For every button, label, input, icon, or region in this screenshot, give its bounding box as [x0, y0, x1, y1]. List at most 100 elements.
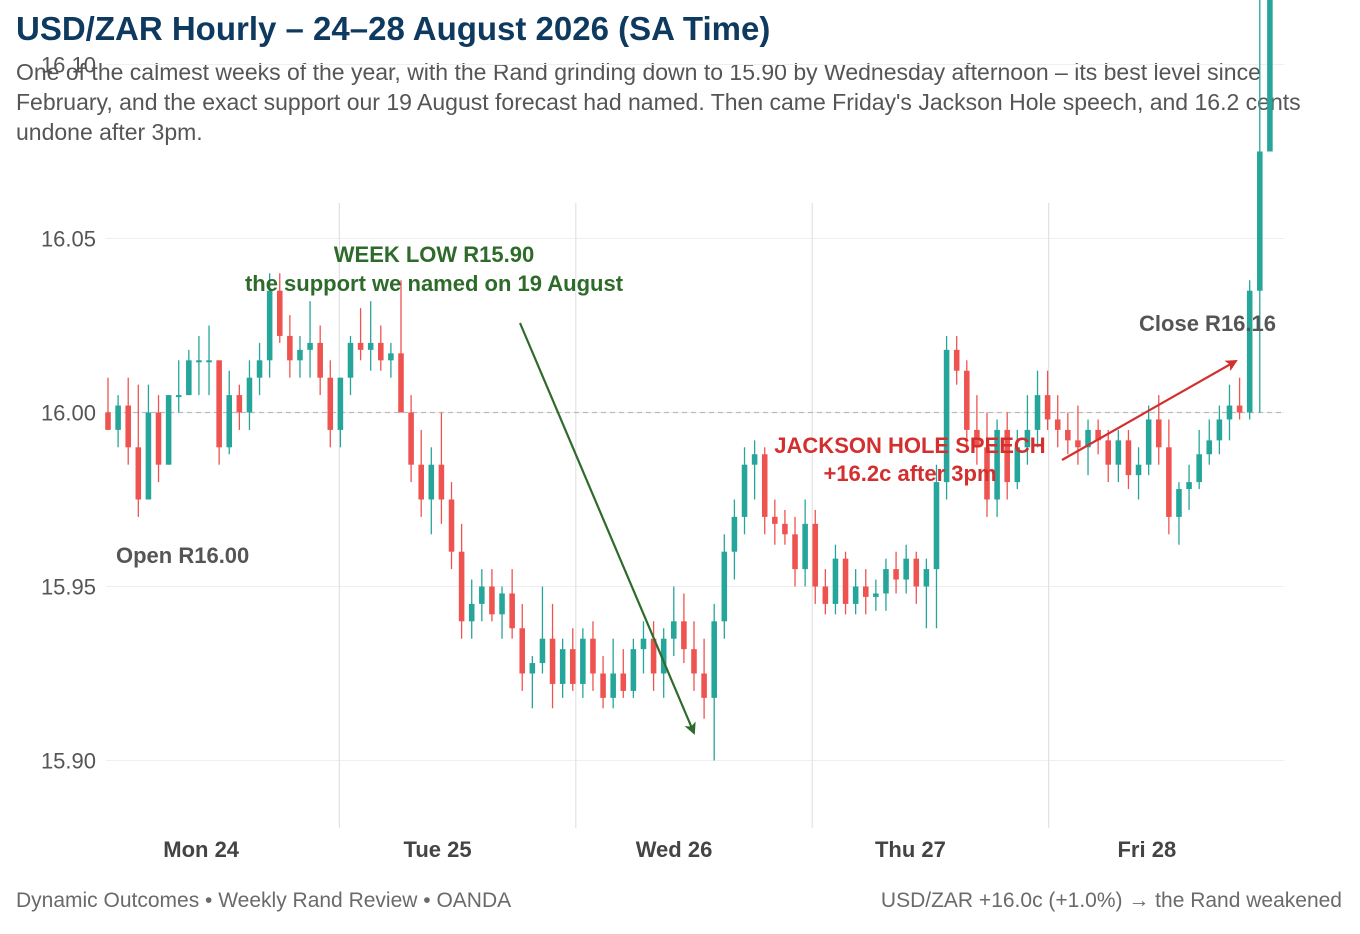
candle-body: [357, 342, 364, 350]
candle: [802, 499, 808, 587]
annotations: WEEK LOW R15.90 the support we named on …: [116, 242, 1276, 735]
candle-body: [115, 405, 121, 430]
candle: [1176, 482, 1182, 545]
candle: [468, 579, 475, 639]
candle: [1166, 419, 1172, 535]
candle: [731, 499, 738, 580]
candle: [236, 384, 243, 430]
candle-body: [1014, 447, 1021, 483]
candle: [751, 440, 758, 500]
candle: [276, 273, 283, 343]
candle-body: [499, 593, 505, 615]
candle: [883, 558, 889, 611]
candle: [862, 569, 869, 615]
candle-body: [378, 342, 384, 361]
candle-body: [266, 290, 273, 361]
candle-body: [650, 638, 657, 674]
candle: [256, 342, 263, 396]
candle-body: [1075, 440, 1081, 448]
x-day-label: Wed 26: [636, 837, 713, 862]
candle: [499, 586, 505, 639]
candle-body: [701, 673, 707, 698]
candle: [479, 569, 485, 622]
chart-title: USD/ZAR Hourly – 24–28 August 2026 (SA T…: [16, 10, 771, 47]
candle-body: [862, 586, 869, 597]
candle-body: [873, 593, 879, 597]
candle-body: [1065, 429, 1071, 441]
candle-body: [1236, 405, 1243, 413]
candle: [408, 395, 414, 483]
candle-body: [519, 628, 526, 674]
candle: [1105, 429, 1112, 483]
candle: [691, 621, 697, 691]
candle-body: [913, 558, 920, 587]
candle-body: [347, 342, 354, 378]
candle: [721, 534, 728, 639]
candle-body: [691, 649, 697, 674]
candle: [509, 569, 515, 639]
candle-body: [226, 395, 233, 448]
footer-summary: USD/ZAR +16.0c (+1.0%) → the Rand weaken…: [880, 889, 1342, 912]
candle: [246, 360, 253, 430]
candle-body: [1095, 429, 1101, 441]
jackson-hole-arrow: [1061, 360, 1238, 461]
candle: [792, 516, 798, 587]
candle-body: [418, 464, 424, 500]
candle: [226, 370, 233, 455]
candle: [287, 315, 293, 378]
candle-body: [509, 593, 515, 629]
candle: [650, 621, 657, 691]
candle: [1095, 419, 1101, 455]
candles: [105, 0, 1273, 761]
candle: [630, 638, 637, 698]
candle: [145, 384, 152, 500]
y-tick-label: 16.10: [41, 53, 96, 78]
candle-body: [1105, 440, 1112, 465]
candle-body: [792, 534, 798, 570]
candle-body: [974, 429, 980, 448]
candle: [1044, 370, 1051, 430]
candle-body: [812, 523, 819, 587]
candle: [1075, 405, 1081, 465]
candle-body: [751, 454, 758, 465]
candle-body: [1155, 419, 1162, 448]
candle-body: [529, 663, 536, 674]
jackson-hole-label-line2: +16.2c after 3pm: [823, 461, 996, 486]
candle: [458, 523, 465, 639]
candle-body: [458, 551, 465, 622]
candle: [448, 482, 455, 570]
candle: [539, 586, 546, 674]
candle-body: [903, 558, 909, 580]
candle: [1125, 429, 1132, 490]
candle-body: [186, 360, 192, 396]
candle: [519, 603, 526, 691]
candle-body: [479, 586, 485, 604]
candle-body: [145, 412, 152, 500]
candle: [196, 335, 202, 396]
candle-body: [337, 377, 344, 430]
candle: [953, 335, 960, 385]
candle-body: [1085, 429, 1091, 448]
candle-body: [822, 586, 829, 604]
candle-body: [741, 464, 748, 517]
candle: [590, 621, 596, 691]
candle-body: [216, 360, 222, 448]
candle: [307, 301, 313, 378]
x-day-label: Thu 27: [875, 837, 946, 862]
x-day-label: Mon 24: [163, 837, 240, 862]
candle: [206, 325, 212, 396]
candle: [549, 603, 556, 709]
open-label: Open R16.00: [116, 543, 249, 568]
candle-body: [802, 523, 808, 570]
candle: [1004, 412, 1010, 500]
candle: [125, 377, 131, 465]
candle-body: [610, 673, 616, 698]
candle-body: [1115, 440, 1122, 465]
candle: [428, 447, 435, 535]
y-tick-label: 16.00: [41, 401, 96, 426]
candle-body: [1176, 489, 1182, 517]
candle: [1115, 429, 1122, 483]
candle: [347, 335, 354, 396]
candle: [1085, 419, 1091, 476]
candle-body: [428, 464, 435, 500]
